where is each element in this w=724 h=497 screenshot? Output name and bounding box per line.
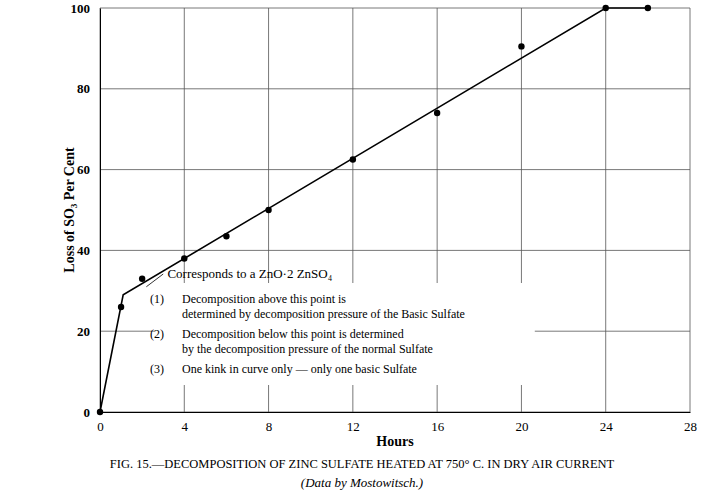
title: FIG. 15.—DECOMPOSITION OF ZINC SULFATE H… bbox=[110, 457, 615, 471]
x-tick-label: 16 bbox=[431, 419, 445, 434]
x-tick-label: 8 bbox=[266, 419, 273, 434]
y-tick: 40 bbox=[77, 243, 100, 258]
y-tick-label: 60 bbox=[77, 162, 90, 177]
y-tick-label: 20 bbox=[77, 324, 90, 339]
chart: 0 4 8 12 16 20 24 28 0 20 40 60 80 100 Hours Loss of SO… bbox=[0, 0, 724, 497]
grid-line-x bbox=[100, 8, 101, 412]
y-tick: 80 bbox=[77, 81, 100, 96]
x-tick: 24 bbox=[600, 412, 614, 434]
grid-line-y bbox=[100, 169, 690, 170]
y-axis-line bbox=[100, 9, 101, 413]
data-point bbox=[518, 43, 524, 49]
x-tick: 16 bbox=[431, 412, 445, 434]
x-tick-label: 4 bbox=[182, 419, 189, 434]
notes-background bbox=[155, 283, 535, 385]
data-point bbox=[139, 275, 145, 281]
y-axis-title: Loss of SO₃ Per Cent bbox=[62, 147, 77, 273]
annotation: Corresponds to a ZnO·2 ZnSO₄ bbox=[167, 266, 332, 281]
grid-line-x bbox=[605, 8, 606, 412]
note-number: (2) bbox=[150, 327, 164, 341]
y-tick-label: 80 bbox=[77, 81, 90, 96]
note-line: One kink in curve only — only one basic … bbox=[182, 362, 417, 376]
y-tick-label: 0 bbox=[84, 405, 91, 420]
y-tick: 60 bbox=[77, 162, 100, 177]
y-tick-label: 100 bbox=[71, 1, 91, 16]
x-tick: 4 bbox=[182, 412, 189, 434]
plot-area bbox=[97, 5, 651, 415]
note-line: by the decomposition pressure of the nor… bbox=[182, 342, 433, 356]
fitted-line bbox=[100, 8, 648, 412]
note-number: (1) bbox=[150, 292, 164, 306]
x-tick-label: 12 bbox=[347, 419, 360, 434]
x-tick-label: 28 bbox=[684, 419, 697, 434]
x-tick-label: 24 bbox=[600, 419, 614, 434]
x-tick: 28 bbox=[684, 412, 697, 434]
grid-line-x bbox=[690, 8, 691, 412]
note-number: (3) bbox=[150, 362, 164, 376]
x-axis: 0 4 8 12 16 20 24 28 bbox=[97, 412, 697, 434]
x-tick-label: 20 bbox=[515, 419, 528, 434]
y-tick: 100 bbox=[71, 1, 101, 16]
grid-line-y bbox=[100, 88, 690, 89]
x-tick-label: 0 bbox=[97, 419, 104, 434]
x-tick: 12 bbox=[347, 412, 360, 434]
x-tick: 0 bbox=[97, 412, 104, 434]
x-tick: 20 bbox=[515, 412, 528, 434]
x-tick: 8 bbox=[266, 412, 273, 434]
subtitle: (Data by Mostowitsch.) bbox=[301, 475, 423, 490]
y-tick-label: 40 bbox=[77, 243, 90, 258]
y-tick: 20 bbox=[77, 324, 100, 339]
annotation-arrow bbox=[146, 274, 163, 287]
note-line: determined by decomposition pressure of … bbox=[182, 307, 465, 321]
grid bbox=[100, 8, 690, 412]
note-line: Decomposition below this point is determ… bbox=[182, 327, 404, 341]
grid-line-y bbox=[100, 250, 690, 251]
grid-line-y bbox=[100, 8, 690, 9]
note-line: Decomposition above this point is bbox=[182, 292, 346, 306]
x-axis-title: Hours bbox=[376, 434, 414, 449]
annotations: Corresponds to a ZnO·2 ZnSO₄(1) Decomposi… bbox=[146, 266, 465, 376]
x-axis-line bbox=[101, 412, 691, 413]
grid-line-y bbox=[100, 412, 690, 413]
data-point bbox=[434, 110, 440, 116]
